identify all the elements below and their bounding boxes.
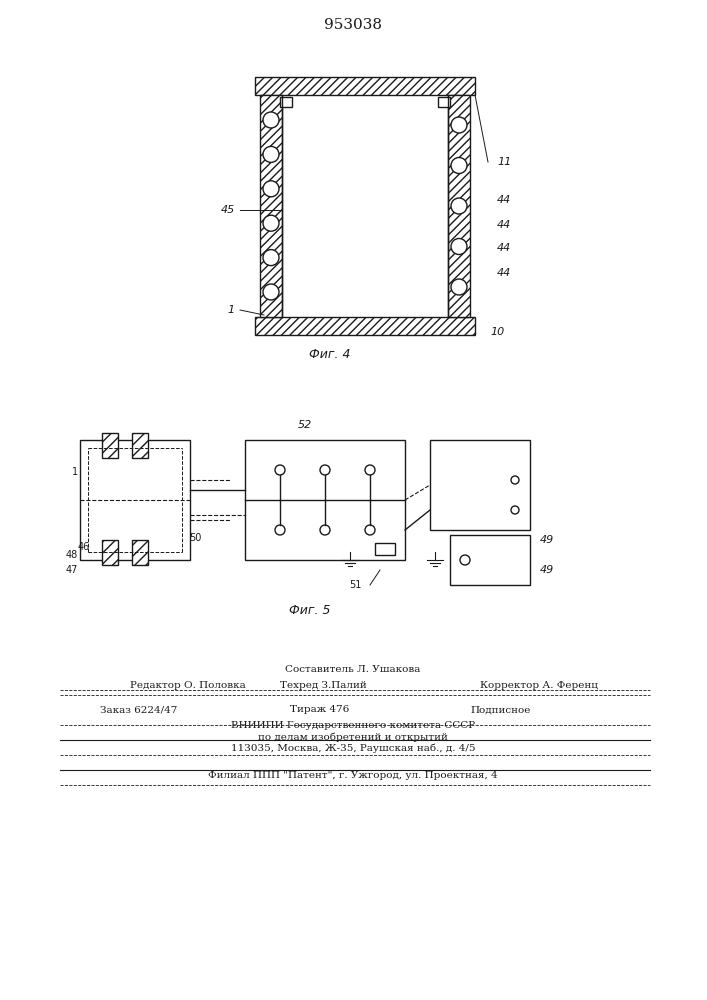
Text: 1: 1 bbox=[72, 467, 78, 477]
Polygon shape bbox=[102, 433, 118, 458]
Polygon shape bbox=[280, 97, 292, 107]
Text: по делам изобретений и открытий: по делам изобретений и открытий bbox=[258, 732, 448, 742]
Circle shape bbox=[451, 117, 467, 133]
Polygon shape bbox=[450, 535, 530, 585]
Text: Корректор А. Ференц: Корректор А. Ференц bbox=[480, 680, 598, 690]
Polygon shape bbox=[255, 77, 475, 95]
Circle shape bbox=[451, 238, 467, 254]
Text: 44: 44 bbox=[497, 195, 511, 205]
Text: Тираж 476: Тираж 476 bbox=[290, 706, 349, 714]
Text: 46: 46 bbox=[78, 542, 90, 552]
Circle shape bbox=[263, 146, 279, 162]
Circle shape bbox=[263, 112, 279, 128]
Text: 44: 44 bbox=[497, 268, 511, 278]
Text: 44: 44 bbox=[497, 243, 511, 253]
Text: ВНИИПИ Государственного комитета СССР: ВНИИПИ Государственного комитета СССР bbox=[231, 722, 475, 730]
Text: 953038: 953038 bbox=[324, 18, 382, 32]
Polygon shape bbox=[438, 97, 450, 107]
Circle shape bbox=[263, 181, 279, 197]
Text: 45: 45 bbox=[221, 205, 235, 215]
Text: 51: 51 bbox=[349, 580, 361, 590]
Text: 52: 52 bbox=[298, 420, 312, 430]
Polygon shape bbox=[430, 440, 530, 530]
Text: 49: 49 bbox=[540, 535, 554, 545]
Circle shape bbox=[451, 198, 467, 214]
Text: 1: 1 bbox=[228, 305, 235, 315]
Text: Техред З.Палий: Техред З.Палий bbox=[280, 680, 367, 690]
Text: 48: 48 bbox=[66, 550, 78, 560]
Circle shape bbox=[451, 279, 467, 295]
Circle shape bbox=[263, 250, 279, 266]
Text: Фиг. 5: Фиг. 5 bbox=[289, 603, 331, 616]
Polygon shape bbox=[245, 440, 405, 560]
Text: 49: 49 bbox=[540, 565, 554, 575]
Text: 47: 47 bbox=[66, 565, 78, 575]
Circle shape bbox=[263, 215, 279, 231]
Polygon shape bbox=[132, 433, 148, 458]
Polygon shape bbox=[448, 95, 470, 317]
Text: 11: 11 bbox=[497, 157, 511, 167]
Text: Составитель Л. Ушакова: Составитель Л. Ушакова bbox=[286, 666, 421, 674]
Text: Редактор О. Половка: Редактор О. Половка bbox=[130, 680, 246, 690]
Text: Подписное: Подписное bbox=[470, 706, 530, 714]
Circle shape bbox=[263, 284, 279, 300]
Polygon shape bbox=[255, 317, 475, 335]
Text: Филиал ППП "Патент", г. Ужгород, ул. Проектная, 4: Филиал ППП "Патент", г. Ужгород, ул. Про… bbox=[208, 770, 498, 780]
Text: 10: 10 bbox=[490, 327, 504, 337]
Polygon shape bbox=[375, 543, 395, 555]
Text: Фиг. 4: Фиг. 4 bbox=[309, 349, 351, 361]
Text: 44: 44 bbox=[497, 220, 511, 230]
Polygon shape bbox=[102, 540, 118, 565]
Polygon shape bbox=[132, 540, 148, 565]
Text: 113035, Москва, Ж-35, Раушская наб., д. 4/5: 113035, Москва, Ж-35, Раушская наб., д. … bbox=[230, 743, 475, 753]
Circle shape bbox=[451, 157, 467, 174]
Polygon shape bbox=[260, 95, 282, 317]
Text: Заказ 6224/47: Заказ 6224/47 bbox=[100, 706, 177, 714]
Polygon shape bbox=[80, 440, 190, 560]
Text: 50: 50 bbox=[189, 533, 201, 543]
